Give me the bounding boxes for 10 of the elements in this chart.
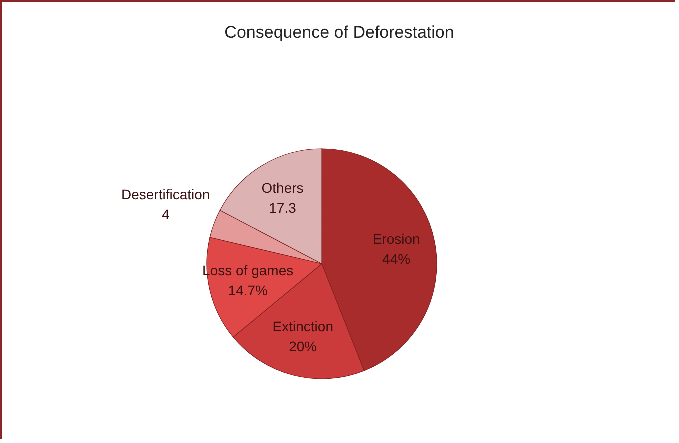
slice-label: Others [262,180,304,196]
data-label: 17.3 [269,200,297,216]
slice-label: Extinction [272,318,334,335]
data-label: 4 [162,206,170,223]
chart-title: Consequence of Deforestation [224,23,454,42]
slice-label: Desertification [121,186,210,203]
data-label: 20% [289,338,318,355]
slice-label: Erosion [372,230,420,247]
data-label: 44% [382,250,411,267]
data-label: 14.7% [228,282,268,298]
